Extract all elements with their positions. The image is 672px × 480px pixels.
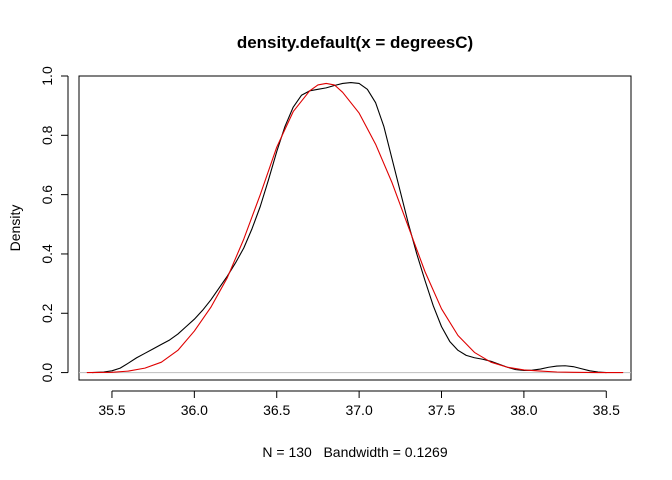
density-curve-2	[86, 82, 624, 374]
x-tick-label: 36.0	[181, 402, 208, 418]
x-axis: 35.5 36.0 36.5 37.0 37.5 38.0 38.5	[98, 390, 620, 418]
y-tick-label: 0.4	[39, 244, 55, 264]
x-tick-label: 37.0	[345, 402, 372, 418]
y-tick-label: 0.0	[39, 363, 55, 383]
plot-frame	[78, 75, 632, 381]
chart-title: density.default(x = degreesC)	[237, 33, 473, 52]
x-tick-label: 38.5	[593, 402, 620, 418]
y-tick-label: 0.8	[39, 125, 55, 145]
y-axis: 0.0 0.2 0.4 0.6 0.8 1.0	[39, 66, 69, 383]
x-tick-label: 36.5	[263, 402, 290, 418]
density-curve-1	[91, 81, 607, 374]
y-tick-label: 0.6	[39, 185, 55, 205]
y-axis-label: Density	[7, 205, 23, 252]
y-tick-label: 1.0	[39, 66, 55, 86]
x-tick-label: 38.0	[510, 402, 537, 418]
x-tick-label: 35.5	[98, 402, 125, 418]
y-tick-label: 0.2	[39, 303, 55, 323]
x-axis-label: N = 130 Bandwidth = 0.1269	[262, 444, 447, 460]
series-layer	[86, 81, 624, 374]
x-tick-label: 37.5	[428, 402, 455, 418]
